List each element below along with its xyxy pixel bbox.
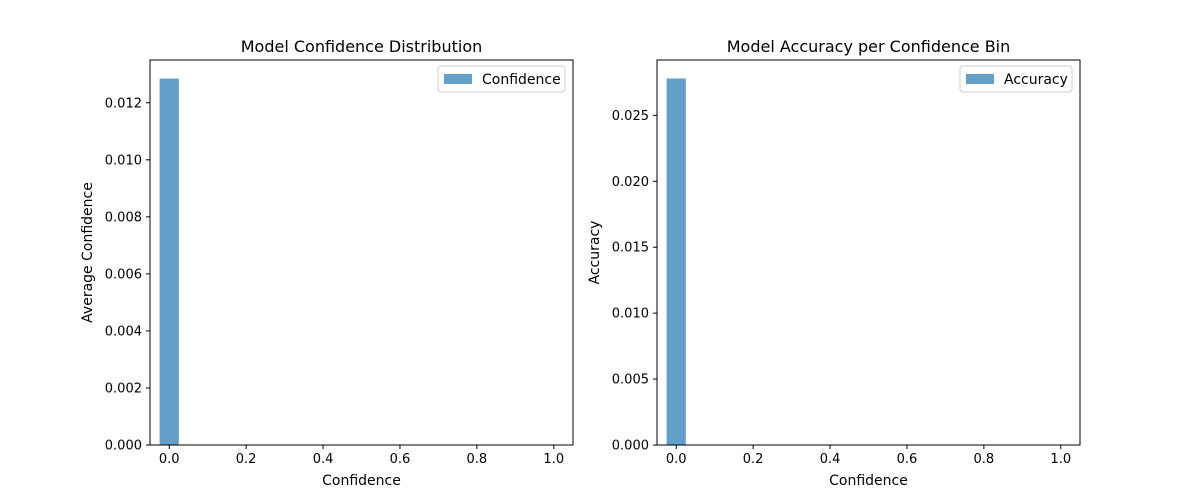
legend-box [437, 65, 566, 93]
chart-title: Model Accuracy per Confidence Bin [727, 37, 1011, 56]
x-tick-label: 0.0 [666, 452, 687, 467]
x-tick-label: 0.6 [897, 452, 918, 467]
legend-label: Confidence [482, 72, 561, 88]
x-tick-label: 0.6 [390, 452, 411, 467]
legend: Accuracy [959, 65, 1073, 93]
y-tick-label: 0.020 [612, 175, 649, 190]
y-tick-label: 0.002 [105, 381, 142, 396]
y-tick-label: 0.000 [105, 439, 142, 454]
y-tick-label: 0.010 [105, 153, 142, 168]
y-tick-label: 0.000 [612, 439, 649, 454]
subplot-1: 0.0 0.2 0.4 0.6 0.8 1.0 0.000 0.002 0.004 0.006 0.… [80, 37, 574, 489]
x-tick-label: 0.2 [236, 452, 257, 467]
legend: Confidence [437, 65, 566, 93]
x-tick-label: 0.4 [313, 452, 334, 467]
y-tick-label: 0.005 [612, 373, 649, 388]
y-axis-label: Average Confidence [80, 182, 96, 323]
legend-swatch [444, 74, 472, 84]
x-axis-label: Confidence [829, 473, 908, 489]
x-tick-label: 0.8 [974, 452, 995, 467]
x-axis-label: Confidence [322, 473, 401, 489]
y-tick-label: 0.004 [105, 324, 142, 339]
y-tick-label: 0.010 [612, 307, 649, 322]
y-tick-label: 0.006 [105, 267, 142, 282]
y-tick-label: 0.008 [105, 210, 142, 225]
legend-box [959, 65, 1073, 93]
y-tick-label: 0.015 [612, 241, 649, 256]
bar-1 [666, 78, 686, 446]
x-tick-label: 1.0 [543, 452, 564, 467]
x-tick-label: 0.4 [820, 452, 841, 467]
y-axis-label: Accuracy [587, 221, 603, 285]
y-tick-label: 0.012 [105, 96, 142, 111]
x-tick-label: 1.0 [1050, 452, 1071, 467]
y-tick-label: 0.025 [612, 109, 649, 124]
subplot-2: 0.0 0.2 0.4 0.6 0.8 1.0 0.000 0.005 0.010 0.015 0.… [587, 37, 1081, 489]
bar-1 [159, 78, 179, 445]
x-tick-label: 0.0 [159, 452, 180, 467]
x-tick-label: 0.2 [743, 452, 764, 467]
legend-swatch [966, 74, 994, 84]
plot-frame [149, 59, 574, 446]
plot-frame [656, 59, 1081, 446]
chart-title: Model Confidence Distribution [241, 37, 483, 56]
legend-label: Accuracy [1004, 72, 1068, 88]
x-tick-label: 0.8 [467, 452, 488, 467]
